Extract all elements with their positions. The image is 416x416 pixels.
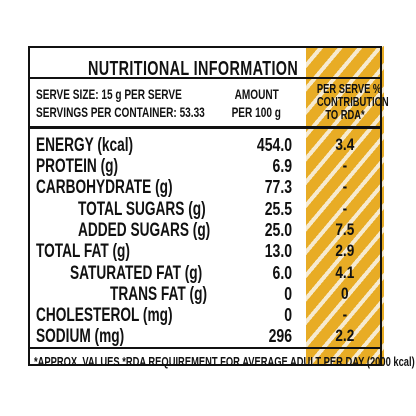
nutrient-rda: -	[306, 199, 384, 219]
serve-size-text: SERVE SIZE: 15 g PER SERVE	[36, 86, 182, 102]
nutrient-rda: -	[306, 156, 384, 176]
nutrient-label: SATURATED FAT (g)	[70, 263, 203, 284]
nutrient-amount: 25.5	[230, 199, 292, 220]
nutrient-rda: 7.5	[306, 220, 384, 240]
nutrient-row: TOTAL SUGARS (g) 25.5 -	[0, 199, 416, 220]
nutrient-rda-value: 0	[341, 284, 349, 303]
rda-header: PER SERVE % CONTRIBUTION TO RDA*	[306, 81, 389, 122]
nutrient-amount-value: 0	[284, 284, 292, 304]
nutrient-amount-value: 77.3	[264, 177, 292, 197]
nutrient-rda-value: 2.9	[335, 241, 355, 260]
rda-header-line1: PER SERVE %	[316, 81, 382, 96]
nutrient-label: ENERGY (kcal)	[36, 135, 134, 156]
nutrient-rda: 4.1	[306, 263, 384, 283]
nutrient-row: ENERGY (kcal) 454.0 3.4	[0, 135, 416, 156]
rda-header-line3: TO RDA*	[325, 107, 365, 122]
nutrient-amount: 6.9	[230, 156, 292, 177]
header-rule	[28, 126, 382, 129]
nutrient-rda-value: -	[342, 156, 348, 175]
nutrient-amount: 77.3	[230, 177, 292, 198]
nutrient-row: SATURATED FAT (g) 6.0 4.1	[0, 263, 416, 284]
amount-header-line2: PER 100 g	[231, 104, 281, 120]
nutrient-amount-value: 25.0	[264, 220, 292, 240]
nutrient-amount: 25.0	[230, 220, 292, 241]
nutrition-panel	[28, 46, 382, 366]
nutrient-row: TRANS FAT (g) 0 0	[0, 284, 416, 305]
nutrient-rda-value: 7.5	[335, 220, 355, 239]
amount-header-line1: AMOUNT	[234, 86, 280, 102]
rda-column-stripes	[306, 46, 384, 366]
nutrient-amount-value: 25.5	[264, 199, 292, 219]
nutrient-row: ADDED SUGARS (g) 25.0 7.5	[0, 220, 416, 241]
nutrient-rda-value: 2.2	[335, 326, 355, 345]
nutrient-row: PROTEIN (g) 6.9 -	[0, 156, 416, 177]
nutrient-row: CHOLESTEROL (mg) 0 -	[0, 305, 416, 326]
nutrient-label: CHOLESTEROL (mg)	[36, 305, 173, 326]
rda-header-line2: CONTRIBUTION	[316, 94, 389, 109]
nutrient-amount-value: 6.0	[272, 263, 292, 283]
nutrient-rda-value: -	[342, 177, 348, 196]
nutrient-rda: 2.2	[306, 326, 384, 346]
nutrient-rda-value: -	[342, 199, 348, 218]
nutrient-amount: 13.0	[230, 241, 292, 262]
amount-header: AMOUNT PER 100 g	[226, 86, 288, 122]
nutrient-rda: -	[306, 177, 384, 197]
nutrient-label: PROTEIN (g)	[36, 156, 119, 177]
nutrient-rda: 2.9	[306, 241, 384, 261]
nutrient-rda-value: 4.1	[335, 263, 355, 282]
nutrient-rda-value: 3.4	[335, 135, 355, 154]
nutrient-amount-value: 296	[268, 326, 292, 346]
nutrient-label: TOTAL SUGARS (g)	[78, 199, 206, 220]
nutrient-label: CARBOHYDRATE (g)	[36, 177, 173, 198]
nutrient-amount-value: 13.0	[264, 241, 292, 261]
nutrient-label: SODIUM (mg)	[36, 326, 125, 347]
nutrient-row: SODIUM (mg) 296 2.2	[0, 326, 416, 347]
nutrient-amount: 0	[230, 284, 292, 305]
nutrient-rda: -	[306, 305, 384, 325]
nutrient-amount: 0	[230, 305, 292, 326]
nutrient-label: TRANS FAT (g)	[110, 284, 208, 305]
nutrient-rda: 3.4	[306, 135, 384, 155]
nutrient-rda: 0	[306, 284, 384, 304]
nutrient-label: TOTAL FAT (g)	[36, 241, 130, 262]
nutrient-amount-value: 454.0	[256, 135, 292, 155]
nutrient-row: TOTAL FAT (g) 13.0 2.9	[0, 241, 416, 262]
nutrient-rda-value: -	[342, 305, 348, 324]
nutrient-amount: 454.0	[230, 135, 292, 156]
nutrient-amount: 6.0	[230, 263, 292, 284]
nutrient-row: CARBOHYDRATE (g) 77.3 -	[0, 177, 416, 198]
nutrient-amount-value: 6.9	[272, 156, 292, 176]
footer-note: *APPROX. VALUES *RDA REQUIREMENT FOR AVE…	[34, 354, 415, 369]
servings-text: SERVINGS PER CONTAINER: 53.33	[36, 104, 205, 120]
nutrient-amount-value: 0	[284, 305, 292, 325]
footer-rule	[28, 347, 382, 349]
nutrient-label: ADDED SUGARS (g)	[78, 220, 211, 241]
panel-title: NUTRITIONAL INFORMATION	[88, 58, 299, 80]
nutrient-amount: 296	[230, 326, 292, 347]
title-rule	[28, 77, 382, 79]
